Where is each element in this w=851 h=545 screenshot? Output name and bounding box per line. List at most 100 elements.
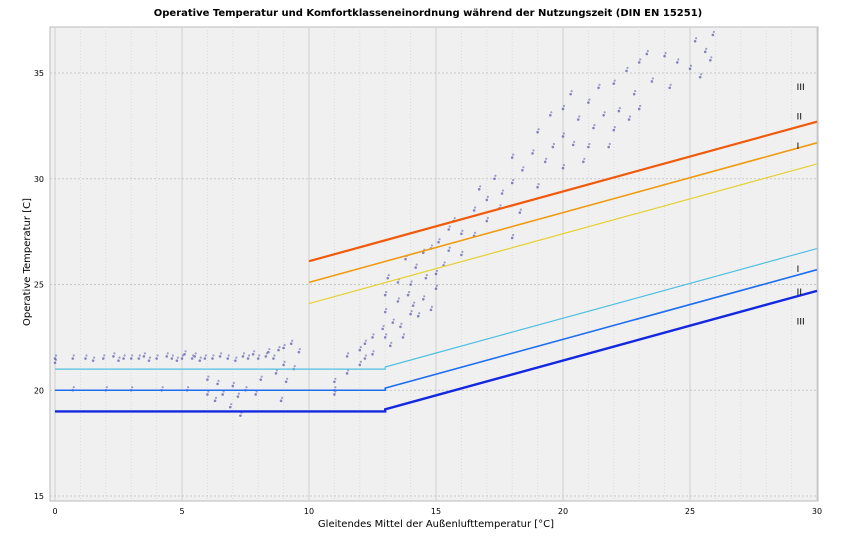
data-point (175, 359, 179, 362)
data-point (602, 114, 605, 117)
data-point (345, 355, 349, 358)
data-point (551, 145, 555, 149)
class-label: II (797, 288, 802, 298)
data-point (448, 246, 451, 249)
data-point (688, 67, 692, 71)
data-point (198, 359, 202, 362)
data-point (550, 111, 553, 114)
data-point (85, 354, 88, 357)
y-tick-labels: 15 20 25 30 35 (34, 69, 44, 501)
data-point (235, 356, 238, 359)
plot-area (49, 26, 819, 502)
data-point (242, 352, 246, 355)
data-point (143, 352, 146, 355)
data-point (423, 295, 426, 298)
data-point (561, 166, 565, 170)
x-tick-labels: 0 5 10 15 20 25 30 (52, 507, 822, 516)
data-point (460, 253, 463, 257)
data-point (241, 355, 245, 358)
data-point (561, 107, 565, 111)
class-label: I (797, 142, 800, 152)
comfort-lines (55, 120, 818, 413)
data-point (131, 386, 134, 389)
data-point (518, 211, 522, 214)
data-point (297, 350, 301, 354)
data-point (180, 357, 184, 360)
data-point (632, 92, 636, 96)
data-point (536, 185, 539, 189)
data-point (211, 357, 214, 360)
data-point (637, 107, 641, 111)
data-point (113, 352, 116, 355)
data-point (617, 109, 621, 113)
data-point (569, 92, 572, 96)
data-point (474, 231, 477, 234)
data-point (522, 166, 525, 169)
data-point (627, 118, 631, 121)
data-point (493, 177, 496, 181)
data-point (578, 115, 581, 118)
data-point (512, 233, 515, 237)
data-point (411, 304, 415, 307)
y-tick-label: 25 (34, 281, 44, 290)
data-point (278, 345, 281, 349)
data-point (429, 308, 433, 312)
data-point (447, 249, 451, 252)
data-point (443, 261, 446, 264)
data-point (430, 244, 434, 247)
data-point (123, 354, 126, 357)
data-point (204, 354, 207, 357)
data-point (612, 128, 616, 132)
data-point (669, 83, 672, 86)
data-point (612, 82, 616, 85)
data-point (571, 143, 575, 147)
data-point (650, 80, 654, 83)
data-point (156, 354, 159, 357)
data-point (165, 355, 169, 358)
data-point (142, 355, 146, 358)
data-point (422, 251, 425, 255)
data-point (105, 386, 108, 389)
data-point (545, 157, 548, 160)
data-point (646, 49, 649, 53)
data-point (217, 379, 220, 383)
data-point (587, 101, 590, 104)
class-label: II (797, 113, 802, 123)
data-point (247, 354, 251, 357)
data-point (494, 174, 497, 177)
data-point (148, 356, 152, 359)
x-tick-label: 30 (812, 507, 822, 516)
comfort-line-lower-ii (55, 268, 818, 392)
data-point (236, 395, 240, 398)
data-point (709, 59, 712, 62)
data-point (521, 168, 524, 172)
data-point (613, 79, 616, 82)
data-point (562, 104, 566, 108)
data-point (399, 325, 402, 329)
data-point (245, 386, 248, 389)
data-point (231, 384, 235, 388)
data-point (184, 350, 187, 353)
data-point (84, 357, 87, 360)
data-point (460, 232, 463, 236)
data-point (212, 354, 215, 357)
data-point (637, 61, 641, 64)
x-tick-label: 5 (179, 507, 184, 516)
data-point (186, 386, 190, 389)
data-point (237, 392, 240, 395)
data-point (93, 356, 96, 359)
data-point (413, 301, 416, 304)
data-point (461, 250, 464, 253)
data-point (537, 183, 540, 186)
data-point (251, 352, 255, 356)
data-point (230, 403, 233, 406)
data-point (176, 356, 180, 359)
data-point (700, 73, 703, 76)
data-point (409, 283, 412, 286)
data-point (485, 198, 489, 202)
data-point (203, 357, 207, 360)
class-label: III (797, 318, 805, 328)
data-point (486, 216, 489, 220)
data-point (390, 341, 393, 344)
